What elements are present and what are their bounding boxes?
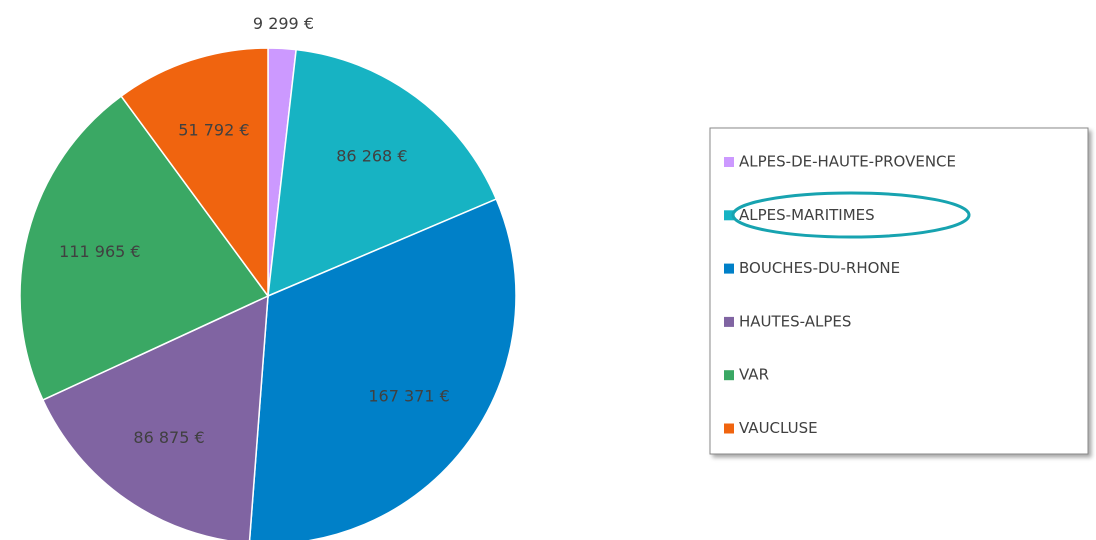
legend-label: BOUCHES-DU-RHONE bbox=[739, 259, 900, 277]
pie-slice bbox=[19, 95, 270, 401]
legend-swatch bbox=[724, 316, 734, 327]
legend-swatch bbox=[724, 157, 734, 167]
legend-label: VAR bbox=[739, 366, 769, 384]
data-label: 86 268 € bbox=[336, 146, 407, 165]
pie: 9 299 € 86 268 € 167 371 € 86 875 € 111 965 … bbox=[19, 14, 517, 540]
legend-swatch bbox=[724, 423, 734, 434]
legend-label: ALPES-MARITIMES bbox=[739, 206, 875, 224]
pie-slice bbox=[267, 48, 498, 298]
legend-label: ALPES-DE-HAUTE-PROVENCE bbox=[739, 153, 956, 171]
pie-slice bbox=[120, 47, 269, 299]
legend-box bbox=[709, 127, 1089, 455]
data-label: 86 875 € bbox=[133, 428, 204, 447]
legend-swatch bbox=[724, 370, 734, 381]
legend: ALPES-DE-HAUTE-PROVENCE ALPES-MARITIMES BO… bbox=[724, 153, 956, 437]
legend-swatch bbox=[724, 210, 734, 221]
data-label: 51 792 € bbox=[178, 121, 249, 140]
pie-slice bbox=[248, 198, 517, 540]
data-label: 111 965 € bbox=[59, 242, 140, 261]
legend-label: VAUCLUSE bbox=[739, 419, 818, 437]
highlight-ellipse bbox=[731, 191, 971, 239]
legend-label: HAUTES-ALPES bbox=[739, 312, 851, 330]
data-label: 167 371 € bbox=[368, 387, 449, 406]
legend-swatch bbox=[724, 263, 734, 274]
data-label: 9 299 € bbox=[253, 14, 314, 33]
